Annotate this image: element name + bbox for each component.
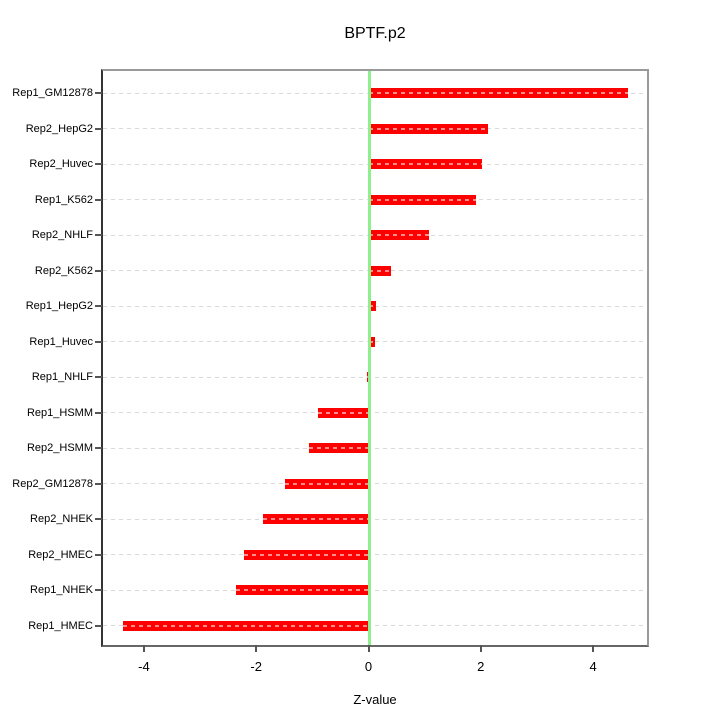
gridline xyxy=(103,376,647,378)
bar-Rep1_HMEC xyxy=(123,620,369,631)
y-tick xyxy=(95,127,102,130)
y-axis-label: Rep1_HMEC xyxy=(28,619,93,632)
y-axis-label: Rep2_HSMM xyxy=(26,442,93,454)
gridline xyxy=(103,589,647,591)
y-tick xyxy=(95,447,102,449)
gridline xyxy=(103,554,647,555)
zero-axis-line xyxy=(367,71,371,645)
bar-Rep2_NHLF xyxy=(368,230,430,240)
bar-dash-pattern xyxy=(368,92,629,94)
bar-Rep2_HSMM xyxy=(308,443,369,453)
y-axis-label: Rep2_HepG2 xyxy=(25,122,93,135)
bar-Rep2_K562 xyxy=(368,265,391,276)
y-tick xyxy=(95,198,102,201)
y-tick xyxy=(95,411,102,414)
bar-dash-pattern xyxy=(368,340,376,343)
y-axis-label: Rep2_GM12878 xyxy=(12,477,93,490)
x-tick-label: 4 xyxy=(589,659,597,674)
x-tick xyxy=(142,645,145,652)
bar-dash-pattern xyxy=(262,518,369,520)
y-tick xyxy=(95,376,102,378)
y-tick xyxy=(95,553,102,556)
x-tick-label: 0 xyxy=(364,659,373,674)
bar-Rep1_GM12878 xyxy=(368,88,629,98)
bar-Rep2_GM12878 xyxy=(285,478,369,489)
bar-Rep2_HepG2 xyxy=(368,123,488,134)
x-tick xyxy=(479,645,482,652)
bar-dash-pattern xyxy=(368,163,482,165)
bar-dash-pattern xyxy=(285,482,369,485)
bar-dash-pattern xyxy=(243,553,369,556)
y-tick xyxy=(95,518,102,520)
x-tick xyxy=(592,645,595,652)
y-tick xyxy=(95,305,102,307)
bar-dash-pattern xyxy=(368,269,391,272)
y-tick xyxy=(95,269,102,272)
gridline xyxy=(103,447,647,449)
x-tick xyxy=(255,645,258,652)
bar-Rep1_HSMM xyxy=(317,407,369,418)
bar-Rep2_NHEK xyxy=(262,514,369,524)
y-axis-label: Rep1_HepG2 xyxy=(25,300,93,312)
x-tick-label: -2 xyxy=(250,659,262,674)
chart-title: BPTF.p2 xyxy=(344,25,406,42)
gridline xyxy=(103,483,647,484)
gridline xyxy=(103,412,647,413)
y-axis-label: Rep2_NHEK xyxy=(30,513,93,525)
bar-Rep1_HepG2 xyxy=(368,301,377,311)
bar-dash-pattern xyxy=(368,234,430,236)
bar-dash-pattern xyxy=(123,624,369,627)
plot-area xyxy=(103,71,647,645)
y-axis-label: Rep1_Huvec xyxy=(29,335,93,348)
y-axis-label: Rep2_Huvec xyxy=(29,158,93,170)
y-tick xyxy=(95,589,102,591)
y-axis-label: Rep1_K562 xyxy=(34,193,93,206)
bar-Rep2_Huvec xyxy=(368,159,482,169)
y-axis-label: Rep2_K562 xyxy=(34,264,93,277)
x-tick-label: -4 xyxy=(138,659,150,674)
bar-Rep1_NHEK xyxy=(235,585,369,595)
y-axis-label: Rep1_HSMM xyxy=(26,406,93,419)
bar-Rep2_HMEC xyxy=(243,549,369,560)
bar-Rep1_Huvec xyxy=(368,336,376,347)
y-axis-label: Rep1_NHLF xyxy=(31,371,93,383)
bar-dash-pattern xyxy=(317,411,369,414)
y-tick xyxy=(95,163,102,165)
bar-dash-pattern xyxy=(368,198,477,201)
y-tick xyxy=(95,234,102,236)
gridline xyxy=(103,518,647,520)
y-tick xyxy=(95,92,102,94)
x-tick-label: 2 xyxy=(477,659,485,674)
bar-dash-pattern xyxy=(308,447,369,449)
gridline xyxy=(103,625,647,626)
y-axis-label: Rep1_NHEK xyxy=(30,584,93,596)
x-axis-title: Z-value xyxy=(353,692,397,707)
bar-dash-pattern xyxy=(368,305,377,307)
y-tick xyxy=(95,482,102,485)
bar-dash-pattern xyxy=(368,127,488,130)
x-tick xyxy=(367,645,370,652)
y-axis-label: Rep2_NHLF xyxy=(31,229,93,241)
y-axis-label: Rep1_GM12878 xyxy=(12,87,93,99)
bar-Rep1_K562 xyxy=(368,194,477,205)
y-tick xyxy=(95,624,102,627)
bar-dash-pattern xyxy=(235,589,369,591)
y-axis-label: Rep2_HMEC xyxy=(28,548,93,561)
y-tick xyxy=(95,340,102,343)
